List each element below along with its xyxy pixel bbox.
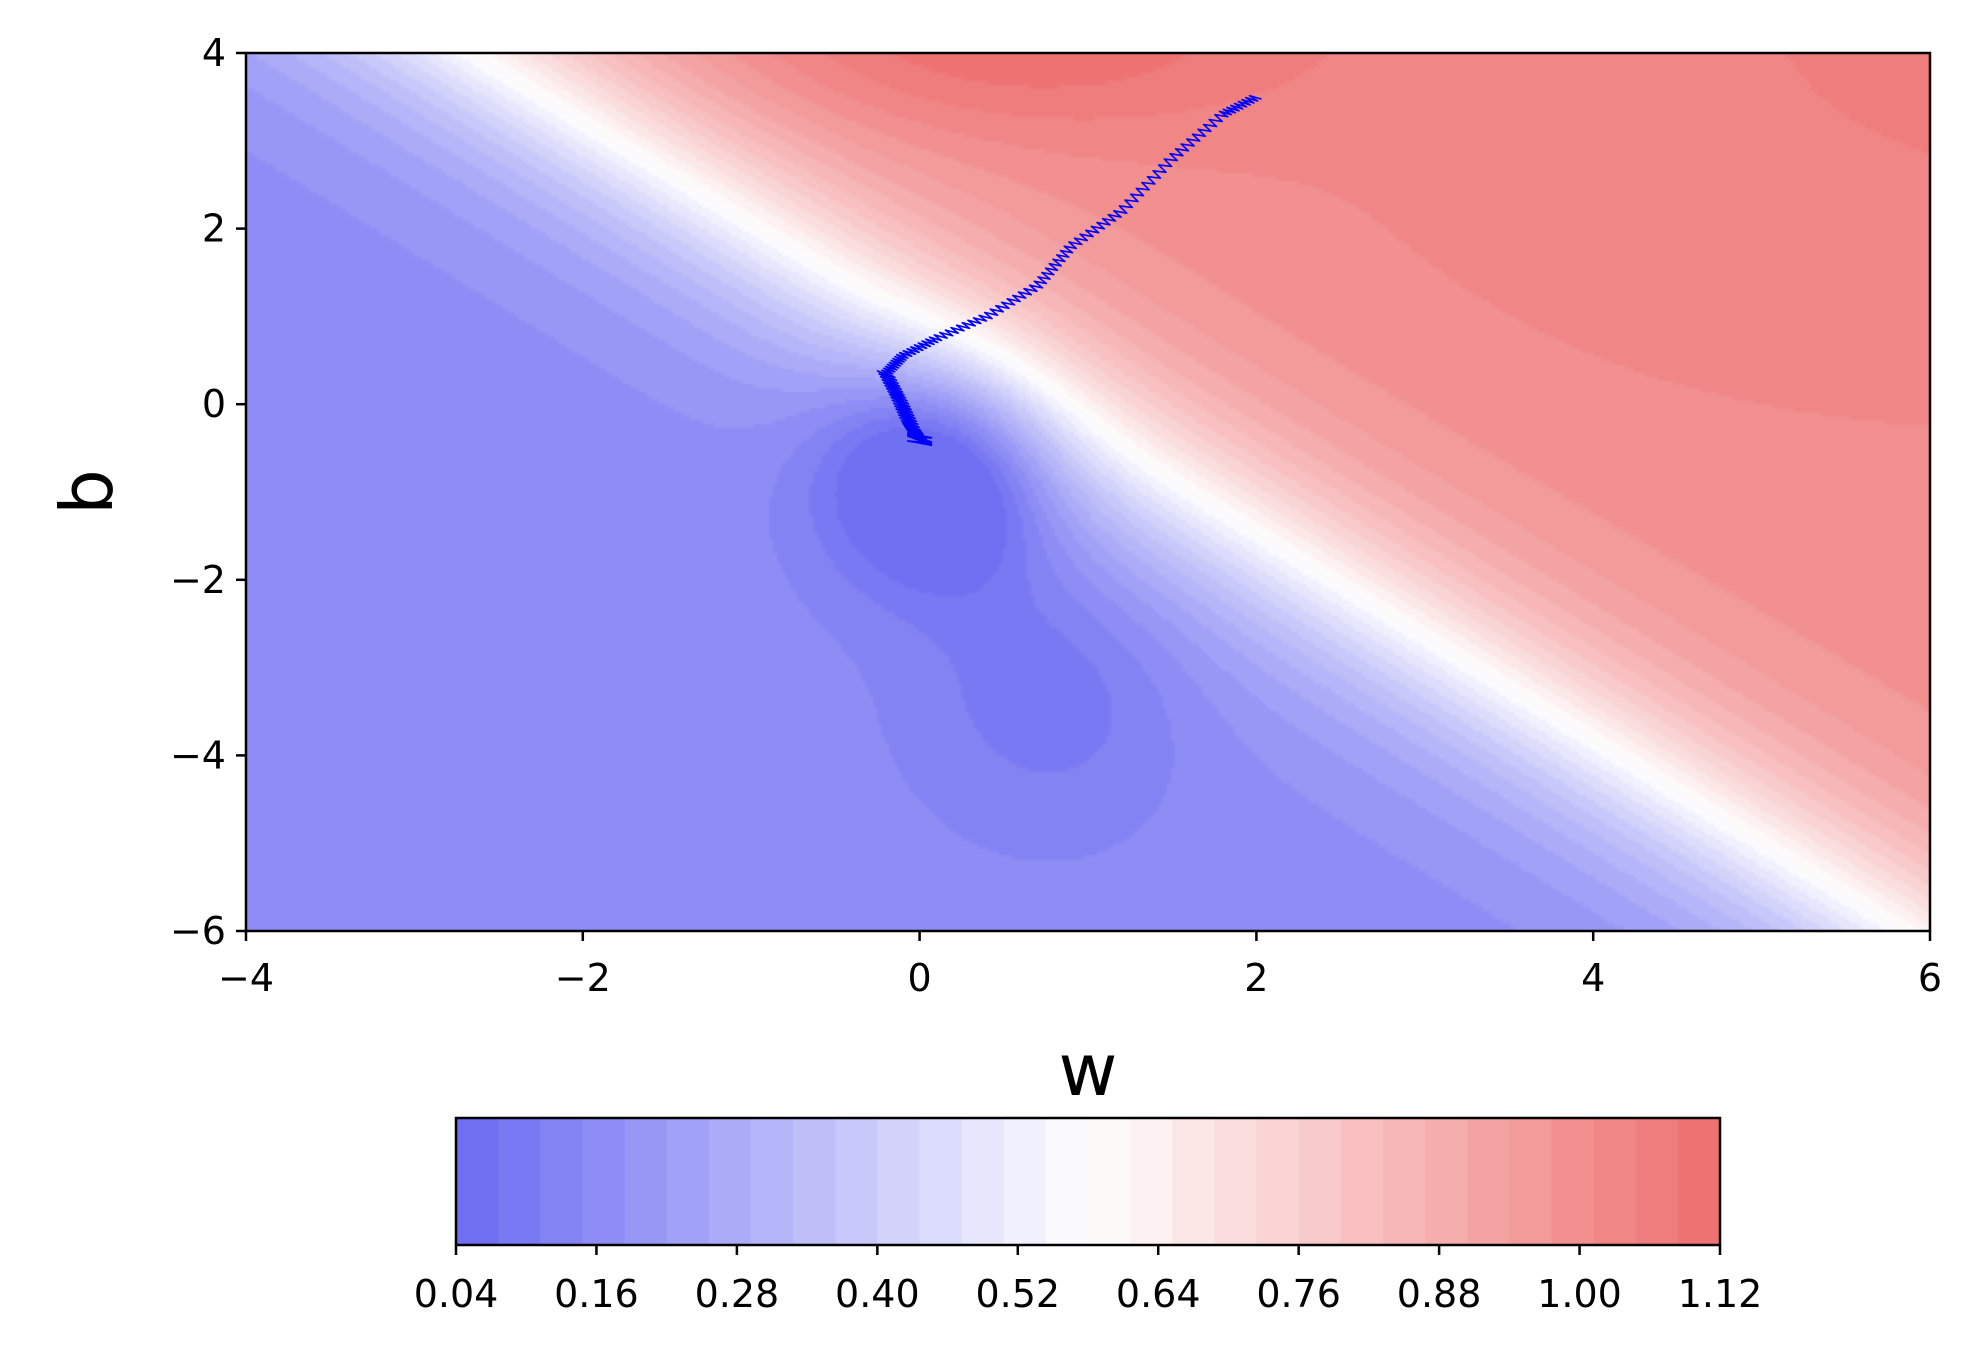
colorbar-band xyxy=(1551,1118,1595,1245)
y-tick-label: −4 xyxy=(170,733,226,777)
x-tick-label: 0 xyxy=(908,956,932,1000)
colorbar-tick-label: 0.88 xyxy=(1397,1272,1482,1316)
contour-fill xyxy=(246,53,1930,931)
colorbar-band xyxy=(1088,1118,1131,1245)
colorbar-band xyxy=(1172,1118,1215,1245)
colorbar-band xyxy=(877,1118,921,1245)
optimization-trajectory xyxy=(876,94,1262,447)
colorbar-band xyxy=(498,1118,541,1245)
colorbar-tick-label: 0.76 xyxy=(1256,1272,1341,1316)
x-axis: −4 −2 0 2 4 6 xyxy=(218,931,1942,1000)
x-axis-label: w xyxy=(1059,1028,1118,1112)
colorbar-tick-label: 0.28 xyxy=(695,1272,780,1316)
colorbar-band xyxy=(1045,1118,1089,1245)
y-axis-label: b xyxy=(45,469,129,515)
colorbar-band xyxy=(1298,1118,1342,1245)
colorbar-band xyxy=(624,1118,668,1245)
x-tick-label: 2 xyxy=(1244,956,1268,1000)
y-tick-label: 0 xyxy=(202,382,226,426)
colorbar-band xyxy=(1593,1118,1637,1245)
colorbar-band xyxy=(666,1118,710,1245)
colorbar-tick-label: 0.40 xyxy=(835,1272,920,1316)
x-tick-label: −4 xyxy=(218,956,274,1000)
colorbar-band xyxy=(708,1118,752,1245)
colorbar-band xyxy=(961,1118,1005,1245)
colorbar-tick-label: 0.52 xyxy=(975,1272,1060,1316)
colorbar-band xyxy=(835,1118,878,1245)
y-tick-label: −6 xyxy=(170,909,226,953)
colorbar-tick-label: 1.12 xyxy=(1678,1272,1763,1316)
colorbar-band xyxy=(1425,1118,1468,1245)
y-tick-label: 2 xyxy=(202,207,226,251)
x-tick-label: 4 xyxy=(1581,956,1605,1000)
colorbar-band xyxy=(1677,1118,1721,1245)
plot-frame xyxy=(244,51,1932,933)
colorbar-band xyxy=(793,1118,836,1245)
colorbar-band xyxy=(1256,1118,1300,1245)
colorbar-band xyxy=(1509,1118,1553,1245)
colorbar-frame xyxy=(454,1116,1722,1247)
colorbar-tick-label: 0.64 xyxy=(1116,1272,1201,1316)
colorbar-tick-label: 1.00 xyxy=(1537,1272,1622,1316)
colorbar-tick-label: 0.04 xyxy=(414,1272,499,1316)
x-tick-label: −2 xyxy=(555,956,611,1000)
contour-plot xyxy=(244,51,1932,933)
y-tick-label: −2 xyxy=(170,558,226,602)
colorbar-band xyxy=(1467,1118,1510,1245)
y-axis: −6 −4 −2 0 2 4 xyxy=(170,31,246,953)
colorbar-band xyxy=(1382,1118,1426,1245)
colorbar-band xyxy=(1340,1118,1384,1245)
colorbar-band xyxy=(1214,1118,1258,1245)
colorbar-band xyxy=(456,1118,499,1245)
colorbar-band xyxy=(540,1118,583,1245)
colorbar-band xyxy=(1635,1118,1679,1245)
colorbar-band xyxy=(1130,1118,1173,1245)
colorbar-band xyxy=(1003,1118,1047,1245)
colorbar: 0.04 0.16 0.28 0.40 0.52 0.64 0.76 0.88 1.00 1.12 xyxy=(414,1116,1763,1316)
colorbar-band xyxy=(750,1118,794,1245)
colorbar-band xyxy=(582,1118,626,1245)
y-tick-label: 4 xyxy=(202,31,226,75)
x-tick-label: 6 xyxy=(1918,956,1942,1000)
colorbar-band xyxy=(919,1118,963,1245)
colorbar-tick-label: 0.16 xyxy=(554,1272,639,1316)
